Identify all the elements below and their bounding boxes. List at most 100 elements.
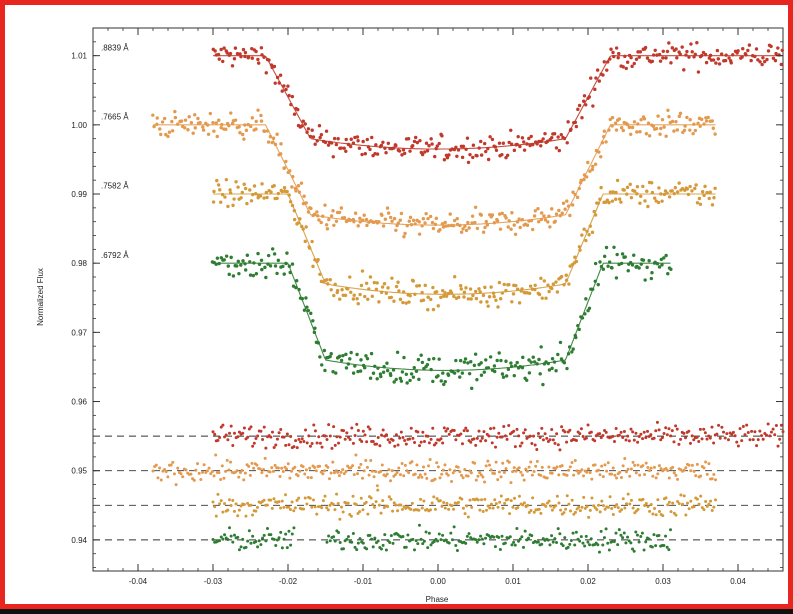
residual-point-3-160 — [475, 540, 479, 544]
residual-point-0-128 — [422, 440, 426, 444]
residual-point-3-129 — [424, 530, 428, 534]
data-point-s0-100 — [375, 152, 380, 156]
residual-point-0-147 — [454, 438, 458, 442]
data-point-s0-272 — [661, 56, 665, 60]
residual-point-3-262 — [644, 540, 648, 544]
data-point-s1-130 — [365, 223, 369, 228]
data-point-s3-193 — [529, 360, 533, 364]
data-point-s3-84 — [349, 350, 353, 355]
residual-point-0-270 — [657, 428, 661, 432]
data-point-s2-91 — [360, 269, 365, 273]
residual-point-2-172 — [494, 502, 498, 506]
data-point-s1-55 — [242, 137, 246, 141]
data-point-s3-27 — [256, 251, 260, 256]
residual-point-0-32 — [264, 446, 268, 450]
residual-point-3-267 — [652, 533, 656, 537]
data-point-s1-270 — [597, 150, 601, 154]
data-point-s3-103 — [381, 370, 386, 374]
residual-point-1-23 — [189, 472, 193, 476]
x-tick-label-7: 0.03 — [655, 577, 671, 586]
data-point-s1-101 — [317, 218, 321, 222]
residual-point-1-195 — [473, 461, 477, 465]
data-point-s3-130 — [425, 362, 430, 367]
residual-point-0-46 — [287, 443, 291, 447]
data-point-s2-50 — [292, 217, 297, 222]
data-point-s1-199 — [479, 213, 483, 217]
residual-point-1-63 — [255, 463, 259, 467]
residual-point-1-114 — [339, 470, 343, 474]
residual-point-2-240 — [606, 505, 610, 509]
residual-point-3-162 — [479, 534, 483, 538]
data-point-s1-329 — [693, 128, 698, 133]
residual-point-2-264 — [646, 505, 650, 509]
data-point-s0-24 — [250, 56, 254, 60]
residual-point-0-69 — [325, 437, 329, 441]
residual-point-1-11 — [169, 463, 173, 467]
residual-point-3-42 — [280, 546, 284, 550]
residual-point-2-13 — [232, 509, 236, 513]
residual-point-3-134 — [432, 539, 436, 543]
residual-point-1-37 — [212, 474, 216, 478]
residual-point-0-196 — [535, 447, 539, 451]
residual-point-0-290 — [690, 434, 694, 438]
data-point-s1-75 — [275, 132, 279, 136]
data-point-s2-254 — [629, 195, 634, 200]
data-point-s3-188 — [521, 355, 525, 360]
data-point-s0-69 — [324, 129, 329, 133]
residual-point-2-189 — [522, 501, 526, 505]
residual-point-1-298 — [643, 472, 647, 476]
residual-point-2-183 — [513, 496, 516, 500]
data-point-s0-187 — [520, 136, 525, 140]
data-point-s3-66 — [320, 363, 324, 367]
data-point-s2-4 — [218, 188, 222, 192]
residual-point-2-101 — [377, 503, 381, 507]
data-point-s3-20 — [243, 268, 248, 272]
data-point-s0-310 — [723, 58, 728, 63]
residual-point-1-106 — [326, 465, 330, 469]
residual-point-3-39 — [275, 538, 279, 542]
data-point-s1-64 — [256, 108, 260, 112]
data-point-s0-55 — [301, 119, 305, 123]
data-point-s0-175 — [500, 152, 504, 157]
data-point-s3-149 — [458, 375, 462, 379]
data-point-s0-9 — [225, 51, 229, 55]
residual-point-0-158 — [472, 437, 476, 441]
residual-point-2-297 — [700, 506, 704, 510]
data-point-s3-29 — [259, 258, 264, 262]
data-point-s2-206 — [550, 286, 554, 291]
data-point-s0-164 — [482, 141, 487, 146]
residual-point-2-110 — [392, 501, 396, 505]
data-point-s1-177 — [443, 220, 447, 225]
residual-point-0-4 — [218, 435, 222, 439]
data-point-s0-137 — [437, 141, 441, 146]
residual-point-0-58 — [307, 434, 311, 438]
residual-point-3-141 — [444, 538, 448, 542]
data-point-s1-194 — [470, 214, 475, 218]
residual-point-2-125 — [417, 508, 421, 512]
data-point-s3-102 — [379, 374, 383, 379]
data-point-s2-108 — [389, 295, 394, 300]
residual-point-2-284 — [679, 493, 683, 497]
data-point-s3-96 — [369, 351, 374, 356]
data-point-s1-53 — [238, 131, 242, 135]
data-point-s2-226 — [584, 238, 588, 243]
residual-point-0-317 — [735, 440, 739, 444]
residual-point-1-312 — [666, 469, 670, 473]
data-point-s3-78 — [339, 358, 344, 363]
residual-point-3-74 — [333, 539, 337, 543]
residual-point-2-298 — [702, 508, 706, 512]
residual-point-0-21 — [246, 435, 250, 439]
data-point-s1-193 — [470, 221, 474, 225]
data-point-s0-7 — [222, 46, 226, 50]
residual-point-3-88 — [356, 541, 360, 545]
residual-point-0-126 — [419, 440, 423, 444]
residual-point-3-182 — [512, 540, 516, 544]
data-point-s0-268 — [653, 48, 657, 52]
data-point-s2-208 — [554, 280, 558, 284]
residual-point-3-258 — [637, 540, 641, 544]
residual-point-1-125 — [357, 466, 361, 470]
residual-point-2-59 — [308, 496, 312, 500]
data-point-s0-80 — [344, 149, 348, 153]
residual-point-3-248 — [621, 536, 625, 540]
residual-point-1-292 — [633, 463, 637, 467]
